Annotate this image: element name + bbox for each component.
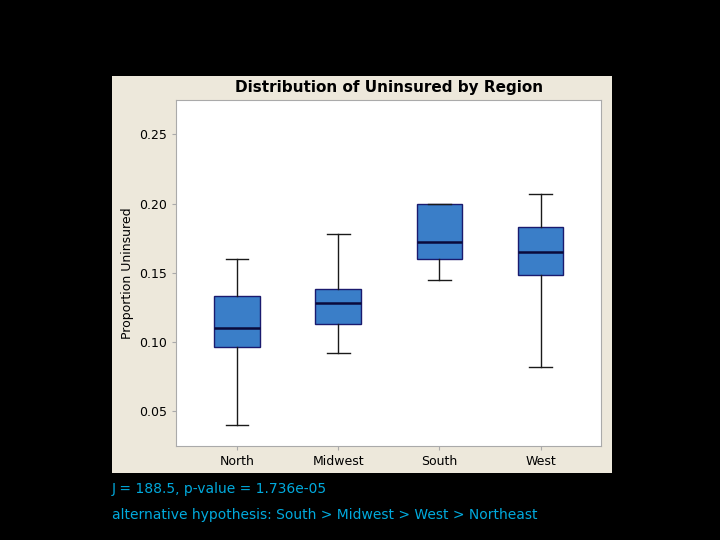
Title: Distribution of Uninsured by Region: Distribution of Uninsured by Region <box>235 79 543 94</box>
PathPatch shape <box>518 227 563 275</box>
PathPatch shape <box>215 296 260 347</box>
Text: alternative hypothesis: South > Midwest > West > Northeast: alternative hypothesis: South > Midwest … <box>112 508 537 522</box>
Text: J = 188.5, p-value = 1.736e-05: J = 188.5, p-value = 1.736e-05 <box>112 482 327 496</box>
Y-axis label: Proportion Uninsured: Proportion Uninsured <box>121 207 134 339</box>
PathPatch shape <box>315 289 361 324</box>
PathPatch shape <box>417 204 462 259</box>
